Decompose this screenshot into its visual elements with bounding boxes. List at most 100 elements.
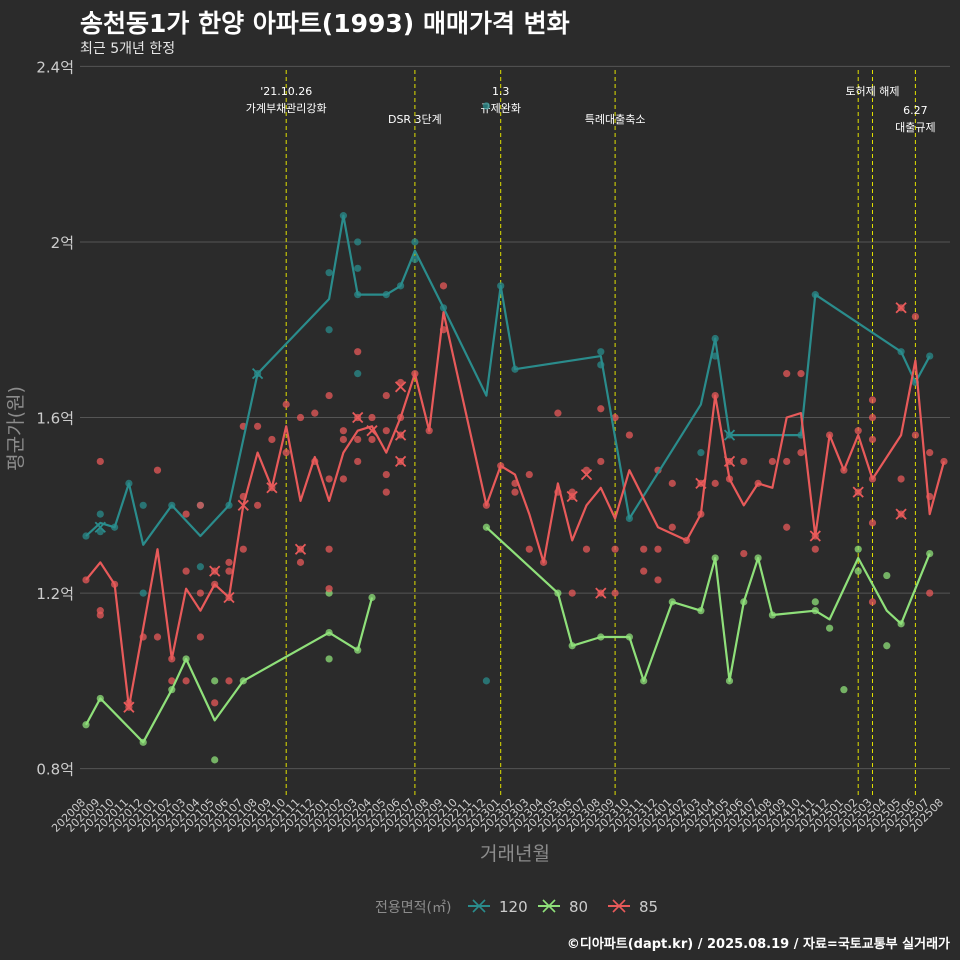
scatter-point [797,370,805,378]
scatter-point [897,475,905,483]
cancelled-mark [723,455,736,468]
scatter-point [225,677,233,685]
cancelled-marks [94,302,907,713]
scatter-point [182,510,190,518]
scatter-point [211,756,219,764]
event-label: '21.10.26 [260,85,312,98]
scatter-point [597,348,605,356]
scatter-point [525,470,533,479]
cancelled-mark [294,543,307,555]
event-label: 1.3 [492,85,510,98]
scatter-point [354,238,362,246]
scatter-point [582,545,591,553]
scatter-point [325,475,333,483]
scatter-point [868,598,877,606]
series-lines [85,214,946,744]
cancelled-mark [366,425,378,437]
y-tick-label: 1.2억 [36,585,74,603]
event-label: 6.27 [903,104,928,117]
scatter-point [854,427,862,435]
y-tick-label: 2.4억 [36,58,74,76]
cancelled-mark [237,499,249,511]
scatter-point [854,545,862,553]
scatter-point [325,545,333,553]
cancelled-mark [895,508,907,520]
event-label: 특례대출축소 [585,113,646,126]
scatter-points [82,102,948,764]
scatter-point [911,312,920,321]
cancelled-mark [852,486,864,498]
scatter-point [439,282,448,290]
scatter-point [96,510,104,518]
scatter-point [654,545,662,553]
cancelled-mark [895,302,907,314]
scatter-point [868,413,877,422]
scatter-point [139,589,147,597]
chart-title: 송천동1가 한양 아파트(1993) 매매가격 변화 [80,9,570,38]
legend: 전용면적(㎡) 120 80 85 [375,898,658,916]
event-label: 토허제 해제 [845,84,899,98]
legend-key-x [612,899,626,913]
scatter-point [196,589,204,597]
scatter-point [797,449,805,457]
scatter-point [783,523,791,531]
event-label: DSR 3단계 [388,113,442,126]
y-tick-label: 1.6억 [36,410,74,428]
scatter-point [196,563,204,571]
scatter-point [668,479,676,487]
scatter-point [511,488,519,496]
scatter-point [354,348,362,356]
legend-key-x [472,899,486,913]
scatter-point [368,435,376,444]
cancelled-mark [394,381,407,393]
grid-lines [80,65,950,770]
event-label: 가계부채관리강화 [246,102,327,115]
scatter-point [296,413,305,422]
scatter-point [911,431,920,439]
cancelled-mark [695,477,707,490]
scatter-point [597,457,605,466]
scatter-point [211,677,219,685]
scatter-point [568,589,576,597]
cancelled-mark [352,411,364,424]
scatter-point [325,391,333,400]
scatter-point [168,677,176,685]
scatter-point [139,501,147,509]
cancelled-mark [209,565,221,577]
cancelled-mark [123,701,135,713]
scatter-point [697,449,705,457]
scatter-point [883,571,891,580]
cancelled-mark [223,591,235,604]
cancelled-mark [394,455,407,468]
legend-title: 전용면적(㎡) [375,900,451,916]
y-tick-label: 2억 [51,234,74,252]
scatter-point [783,457,791,466]
scatter-point [768,457,777,466]
y-tick-label: 0.8억 [36,761,74,779]
scatter-point [382,427,390,435]
scatter-point [325,326,333,334]
scatter-point [96,611,104,619]
scatter-point [254,422,262,430]
scatter-point [196,633,204,641]
scatter-point [783,370,791,378]
scatter-point [239,545,247,553]
legend-label: 85 [639,898,658,916]
scatter-point [411,238,419,246]
scatter-point [282,400,290,408]
x-axis-title: 거래년월 [480,843,550,865]
cancelled-mark [580,468,593,481]
scatter-point [625,431,634,439]
scatter-point [811,545,819,553]
scatter-point [196,501,204,509]
series-line-80 [85,597,374,744]
scatter-point [368,593,376,602]
scatter-point [840,686,848,694]
scatter-point [325,655,333,663]
scatter-point [854,567,862,575]
scatter-point [554,409,562,417]
legend-key-x [542,899,556,913]
scatter-point [354,264,362,272]
